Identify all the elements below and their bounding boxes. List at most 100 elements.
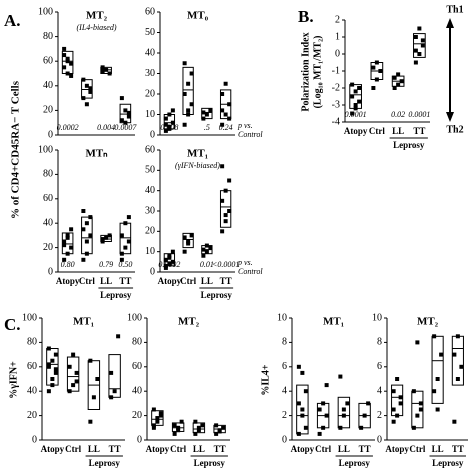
y-tick-label: 40	[43, 217, 53, 228]
point	[69, 73, 74, 78]
arrow-label: Th1	[446, 4, 463, 15]
point	[391, 389, 396, 394]
point	[62, 46, 67, 51]
point	[350, 94, 355, 99]
point	[204, 243, 209, 248]
point	[223, 81, 228, 86]
p-value: 0.0007	[114, 123, 137, 132]
panel-title: MT₁	[187, 148, 208, 160]
point	[303, 389, 308, 394]
point	[455, 377, 460, 381]
point	[223, 213, 228, 218]
p-value: 0.0001	[345, 110, 367, 119]
y-tick-label: 0	[150, 129, 155, 140]
box	[108, 354, 121, 398]
point	[186, 81, 191, 86]
x-tick-label: LL	[392, 126, 404, 136]
point	[71, 383, 76, 388]
point	[119, 257, 124, 262]
point	[324, 413, 329, 418]
point	[227, 209, 232, 213]
box	[151, 410, 164, 426]
point	[214, 423, 219, 428]
point	[74, 370, 79, 375]
point	[200, 423, 205, 428]
point	[350, 82, 355, 87]
y-tick-label: 8	[282, 337, 287, 348]
p-value: 0.0002	[57, 123, 79, 132]
point	[204, 249, 209, 254]
point	[167, 261, 172, 266]
point	[167, 126, 172, 131]
point	[170, 108, 175, 113]
p-note: p vs.	[237, 121, 253, 130]
p-value: 0.80	[61, 260, 75, 269]
y-tick-label: 2	[335, 14, 340, 25]
x-tick-label: Ctrl	[369, 126, 385, 136]
point	[88, 89, 93, 94]
point	[158, 411, 163, 416]
point	[378, 69, 383, 73]
point	[374, 60, 379, 65]
y-tick-label: 80	[43, 31, 53, 42]
point	[182, 92, 187, 96]
y-axis-label: % of CD4+CD45RA− T Cells	[10, 80, 22, 219]
p-value: 0.02	[391, 110, 405, 119]
y-tick-label: 100	[22, 312, 37, 323]
y-tick-label: 60	[145, 144, 155, 155]
y-tick-label: 8	[377, 337, 382, 348]
panel-letter: C.	[4, 315, 21, 334]
point	[155, 419, 160, 424]
point	[317, 407, 322, 412]
point	[420, 38, 425, 43]
point	[119, 118, 124, 123]
point	[362, 413, 367, 418]
point	[317, 431, 322, 436]
point	[201, 116, 206, 121]
point	[452, 419, 457, 424]
point	[123, 221, 128, 226]
point	[88, 419, 93, 424]
box	[431, 335, 444, 404]
point	[67, 364, 72, 369]
group-label: Leprosy	[393, 140, 425, 150]
point	[100, 65, 105, 70]
y-tick-label: -3	[332, 99, 340, 110]
point	[432, 334, 437, 339]
y-tick-label: 0	[150, 266, 155, 277]
panel-title: MT₀	[187, 10, 209, 22]
y-tick-label: 1	[335, 31, 340, 42]
y-tick-label: 0	[335, 48, 340, 59]
y-tick-label: 40	[27, 385, 37, 396]
arrow-label: Th2	[446, 124, 463, 135]
point	[167, 124, 172, 129]
point	[338, 425, 343, 430]
point	[201, 253, 206, 258]
point	[182, 235, 187, 240]
point	[391, 407, 396, 412]
p-value: 0.0002	[158, 260, 180, 269]
point	[46, 364, 51, 369]
point	[65, 233, 70, 238]
p-value: 0.79	[99, 260, 113, 269]
point	[345, 401, 350, 406]
point	[84, 239, 89, 244]
point	[62, 257, 67, 262]
box	[182, 232, 194, 249]
y-tick-label: 30	[145, 68, 155, 79]
point	[123, 245, 128, 250]
box	[296, 384, 309, 435]
point	[69, 227, 74, 232]
point	[221, 425, 226, 430]
point	[459, 364, 464, 369]
point	[455, 334, 460, 339]
x-tick-label: LL	[432, 444, 444, 454]
y-tick-label: -1	[332, 65, 340, 76]
x-tick-label: Atopy	[158, 276, 182, 286]
point	[321, 425, 326, 430]
point	[176, 425, 181, 430]
point	[170, 259, 175, 264]
point	[452, 352, 457, 357]
y-tick-label: 50	[145, 27, 155, 38]
y-tick-label: -4	[332, 116, 340, 127]
